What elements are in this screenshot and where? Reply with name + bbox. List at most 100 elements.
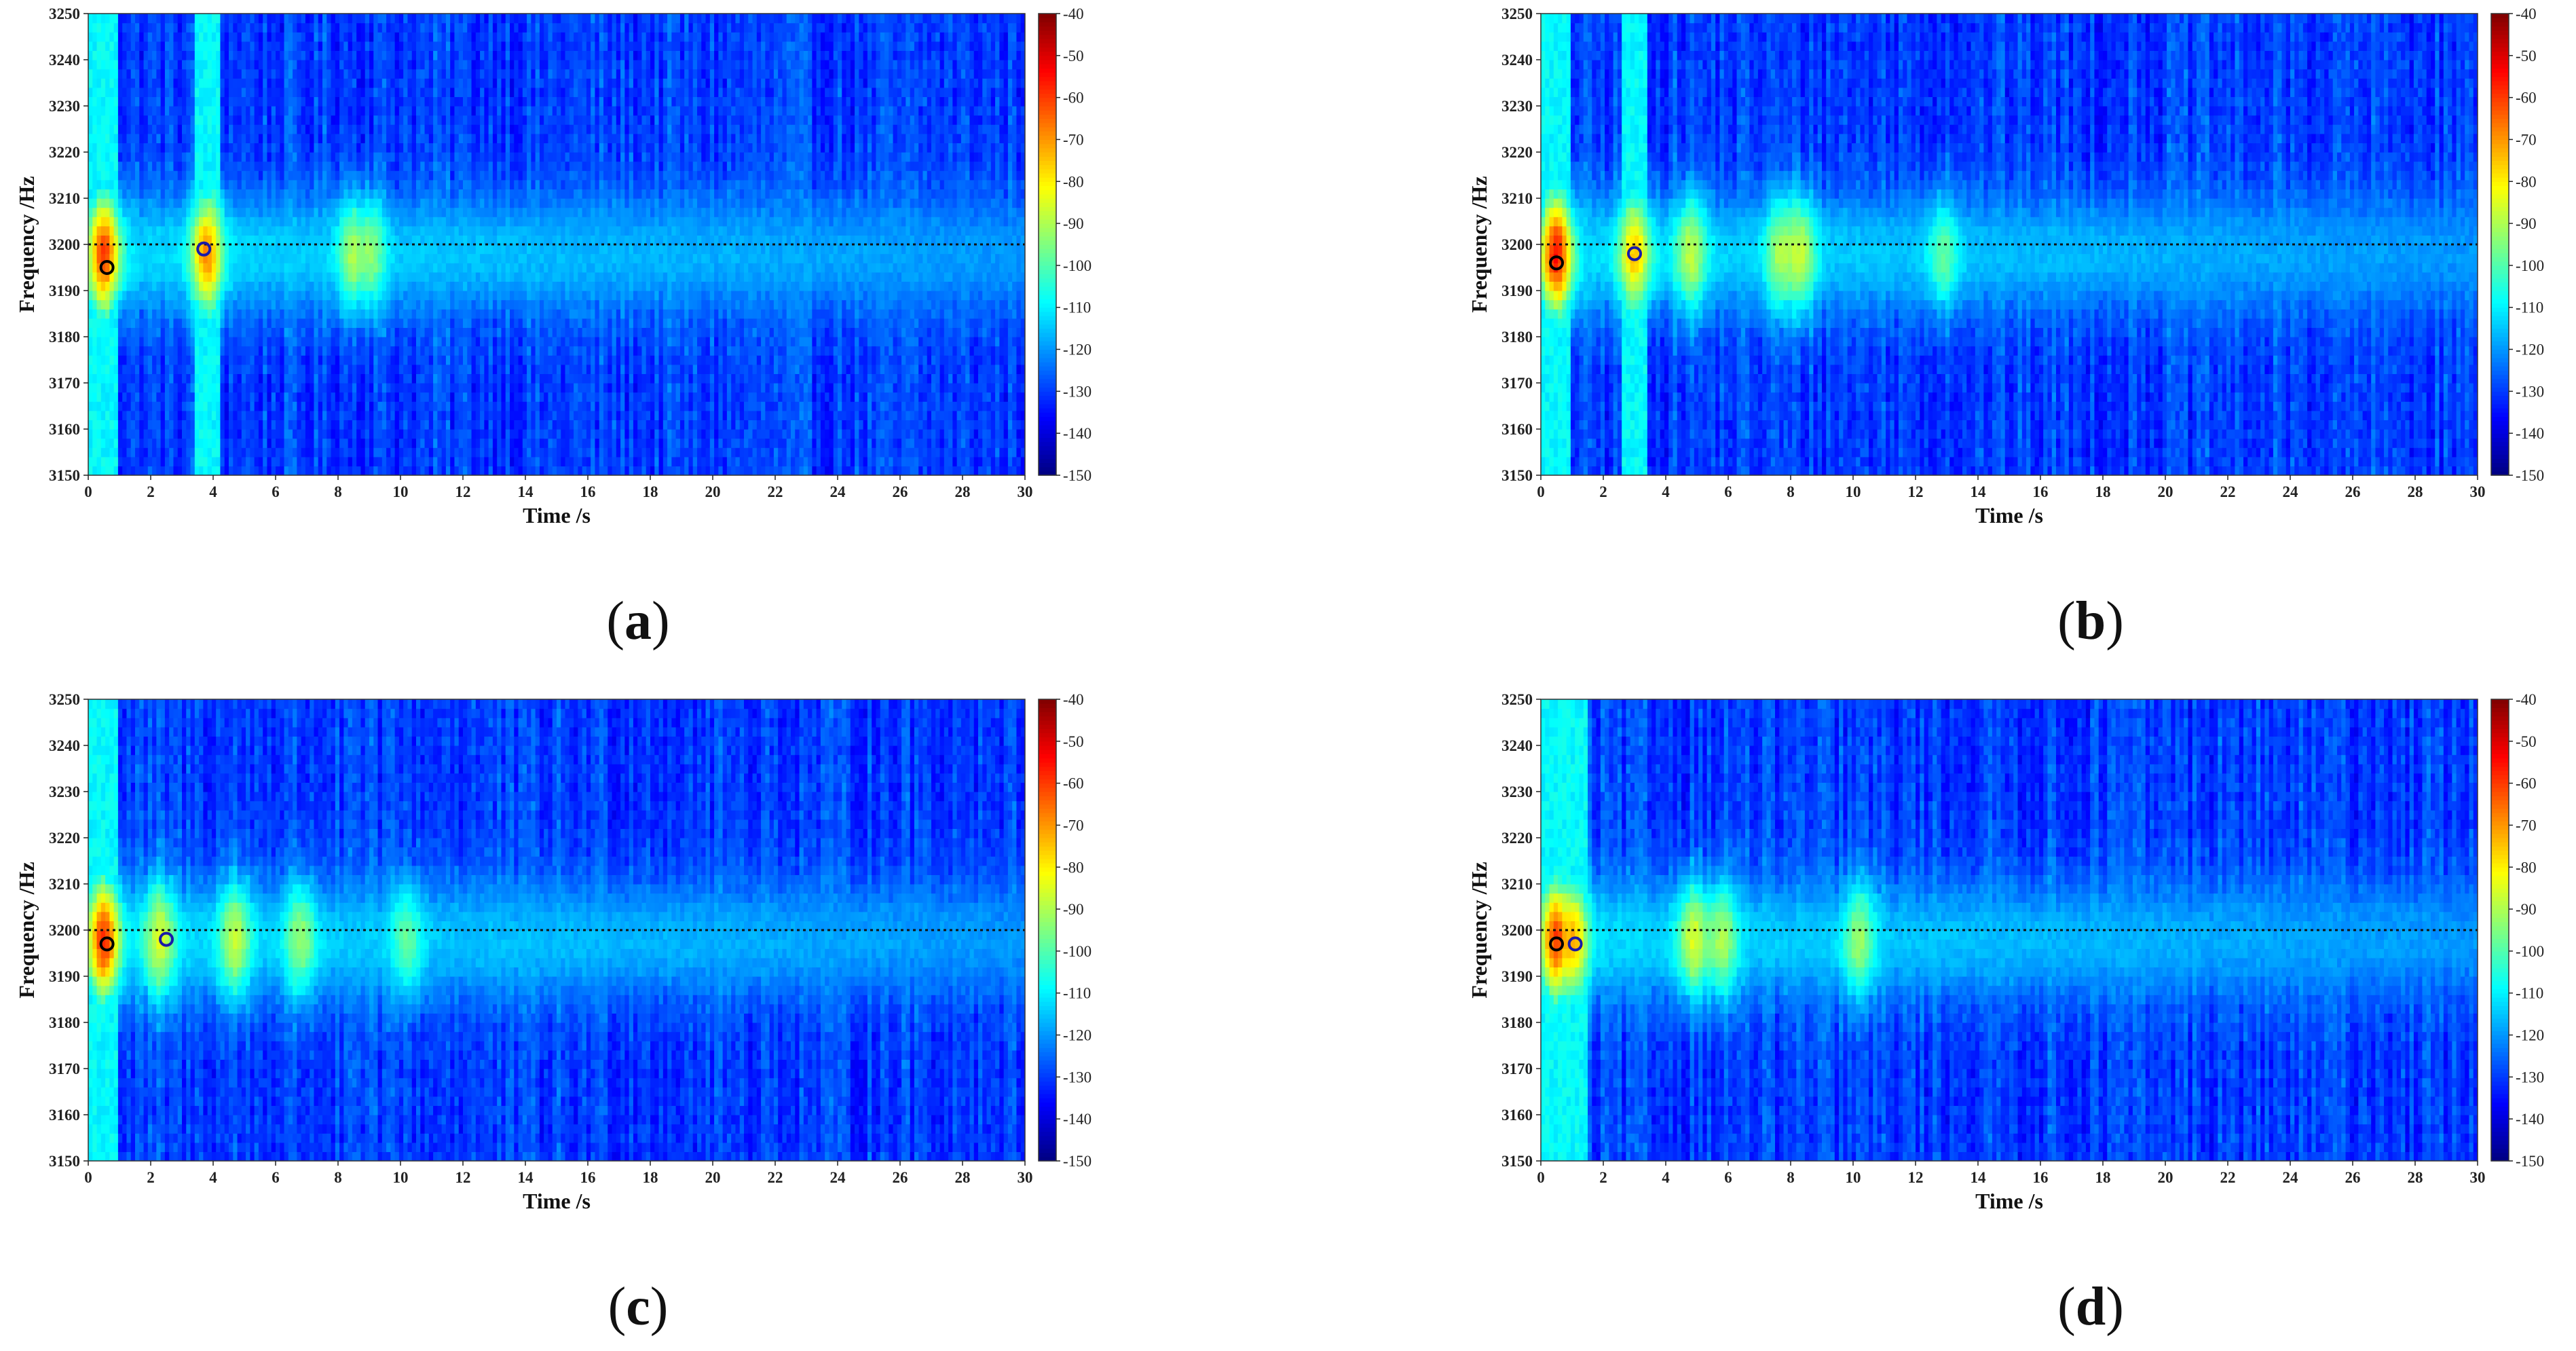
heatmap-cell — [233, 152, 238, 162]
heatmap-cell — [164, 337, 170, 347]
heatmap-cell — [386, 143, 391, 153]
heatmap-cell — [433, 263, 438, 273]
heatmap-cell — [122, 133, 128, 143]
heatmap-cell — [156, 253, 162, 263]
heatmap-cell — [288, 272, 293, 282]
heatmap-cell — [284, 355, 289, 365]
heatmap-cell — [301, 14, 306, 24]
heatmap-cell — [186, 309, 191, 319]
heatmap-cell — [156, 383, 162, 393]
heatmap-cell — [484, 263, 489, 273]
heatmap-cell — [293, 32, 297, 42]
heatmap-cell — [250, 50, 255, 60]
heatmap-cell — [475, 198, 481, 208]
heatmap-cell — [301, 410, 306, 420]
heatmap-cell — [398, 355, 404, 365]
heatmap-cell — [369, 383, 374, 393]
heatmap-cell — [297, 429, 302, 439]
heatmap-cell — [182, 429, 187, 439]
heatmap-cell — [416, 346, 421, 356]
heatmap-cell — [182, 392, 187, 402]
heatmap-cell — [360, 438, 366, 448]
heatmap-cell — [207, 410, 212, 420]
heatmap-cell — [152, 225, 157, 236]
heatmap-cell — [233, 60, 238, 70]
heatmap-cell — [335, 281, 340, 291]
heatmap-cell — [411, 327, 417, 337]
heatmap-cell — [88, 124, 93, 134]
heatmap-cell — [139, 41, 145, 51]
heatmap-cell — [326, 124, 332, 134]
heatmap-cell — [365, 401, 370, 411]
heatmap-cell — [420, 50, 426, 60]
heatmap-cell — [484, 272, 489, 282]
heatmap-cell — [113, 299, 119, 310]
heatmap-cell — [271, 189, 276, 199]
heatmap-cell — [420, 466, 426, 475]
heatmap-cell — [394, 253, 400, 263]
heatmap-cell — [246, 87, 250, 97]
heatmap-cell — [241, 198, 246, 208]
heatmap-cell — [113, 291, 119, 301]
heatmap-cell — [276, 253, 280, 263]
heatmap-cell — [450, 309, 455, 319]
heatmap-cell — [143, 217, 149, 227]
heatmap-cell — [411, 87, 417, 97]
heatmap-cell — [237, 318, 242, 328]
heatmap-cell — [416, 106, 421, 116]
heatmap-cell — [113, 281, 119, 291]
heatmap-cell — [365, 364, 370, 374]
heatmap-cell — [445, 78, 451, 88]
heatmap-cell — [199, 309, 204, 319]
heatmap-cell — [156, 225, 162, 236]
heatmap-cell — [365, 32, 370, 42]
heatmap-cell — [126, 115, 132, 125]
heatmap-cell — [237, 225, 242, 236]
heatmap-cell — [263, 106, 268, 116]
heatmap-cell — [100, 281, 106, 291]
heatmap-cell — [246, 225, 250, 236]
heatmap-cell — [207, 189, 212, 199]
heatmap-cell — [220, 69, 225, 79]
heatmap-cell — [92, 466, 98, 475]
heatmap-cell — [216, 161, 221, 171]
heatmap-cell — [381, 291, 387, 301]
heatmap-cell — [276, 456, 280, 466]
heatmap-cell — [335, 161, 340, 171]
heatmap-cell — [381, 50, 387, 60]
heatmap-cell — [501, 309, 506, 319]
heatmap-cell — [105, 281, 110, 291]
heatmap-cell — [310, 50, 315, 60]
heatmap-cell — [88, 318, 93, 328]
heatmap-cell — [122, 456, 128, 466]
heatmap-cell — [284, 217, 289, 227]
heatmap-cell — [190, 189, 195, 199]
heatmap-cell — [433, 32, 438, 42]
heatmap-cell — [113, 355, 119, 365]
heatmap-cell — [322, 291, 327, 301]
heatmap-cell — [211, 466, 217, 475]
heatmap-cell — [318, 198, 323, 208]
heatmap-cell — [352, 32, 357, 42]
heatmap-cell — [471, 364, 477, 374]
heatmap-cell — [284, 327, 289, 337]
heatmap-cell — [471, 170, 477, 181]
heatmap-cell — [190, 179, 195, 189]
heatmap-cell — [263, 225, 268, 236]
heatmap-cell — [233, 124, 238, 134]
heatmap-cell — [229, 217, 234, 227]
heatmap-cell — [254, 207, 259, 217]
heatmap-cell — [122, 299, 128, 310]
heatmap-cell — [229, 318, 234, 328]
heatmap-cell — [96, 383, 102, 393]
heatmap-cell — [433, 327, 438, 337]
heatmap-cell — [169, 299, 174, 310]
heatmap-cell — [416, 124, 421, 134]
heatmap-cell — [360, 41, 366, 51]
heatmap-cell — [250, 32, 255, 42]
heatmap-cell — [305, 438, 310, 448]
heatmap-cell — [152, 87, 157, 97]
heatmap-cell — [475, 373, 481, 384]
heatmap-cell — [407, 22, 413, 33]
heatmap-cell — [233, 207, 238, 217]
